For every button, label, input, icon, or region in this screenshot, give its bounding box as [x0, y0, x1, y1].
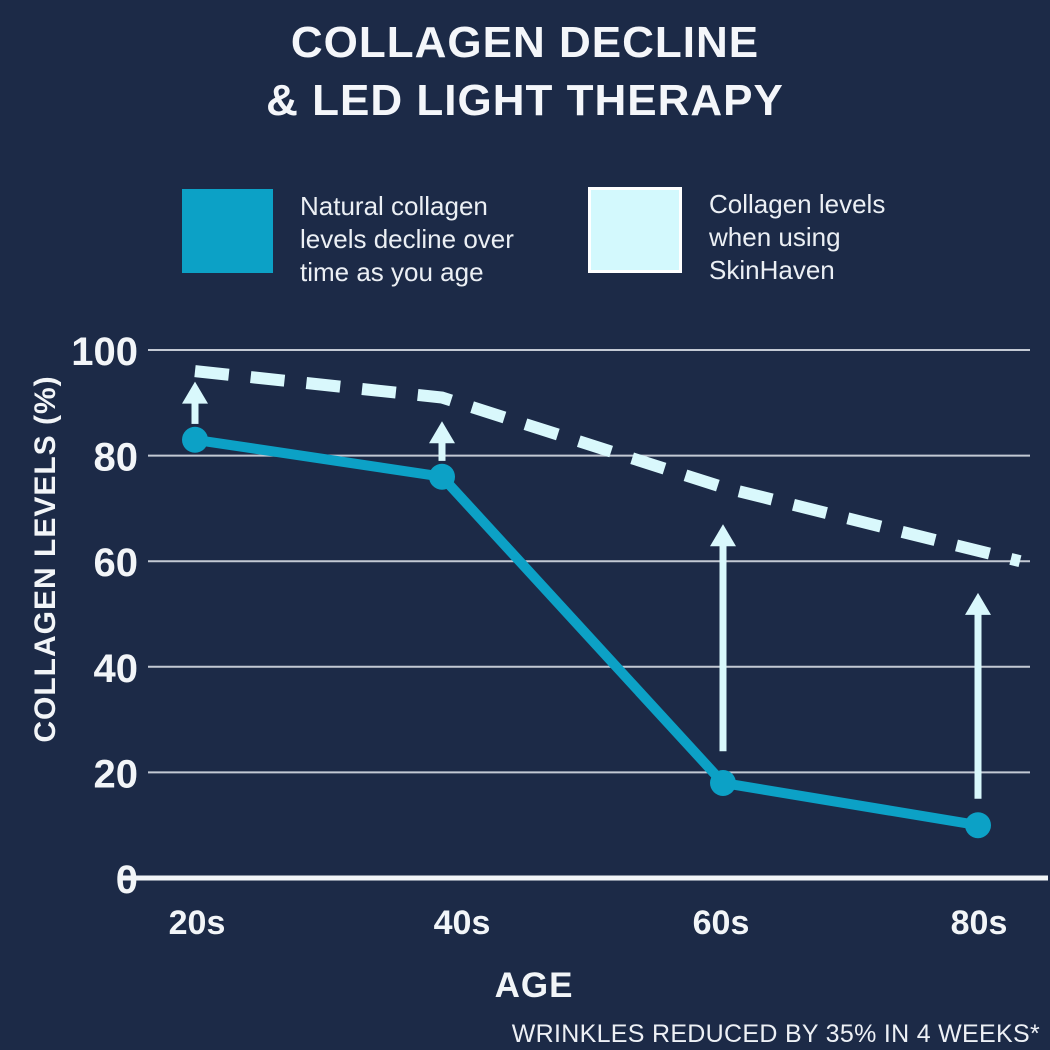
natural-collagen-swatch [182, 189, 273, 273]
legend-line: SkinHaven [709, 255, 835, 285]
improvement-arrow-head [429, 421, 455, 444]
data-point-marker [710, 769, 736, 796]
x-tick-label: 80s [951, 904, 1008, 942]
x-axis-title: AGE [494, 966, 574, 1005]
legend-line: when using [709, 222, 841, 252]
legend-line: Collagen levels [709, 189, 886, 219]
legend-label-natural-collagen: Natural collagen levels decline over tim… [300, 189, 514, 289]
improvement-arrow-head [710, 524, 736, 547]
data-point-marker [965, 812, 991, 839]
data-point-marker [182, 426, 208, 453]
y-tick-label: 0 [116, 858, 138, 902]
y-tick-label: 20 [94, 752, 139, 796]
y-tick-label: 80 [94, 436, 139, 480]
skinhaven-swatch [588, 187, 682, 273]
x-tick-label: 40s [434, 904, 491, 942]
x-tick-label: 20s [169, 904, 226, 942]
legend-label-skinhaven: Collagen levels when using SkinHaven [709, 187, 885, 287]
chart-title-line2: & LED LIGHT THERAPY [266, 76, 784, 125]
chart-title: COLLAGEN DECLINE & LED LIGHT THERAPY [0, 14, 1050, 130]
legend-line: time as you age [300, 257, 484, 287]
y-tick-label: 40 [94, 647, 139, 691]
y-axis-title: COLLAGEN LEVELS (%) [29, 375, 62, 743]
improvement-arrow-head [182, 381, 208, 404]
y-tick-label: 100 [71, 330, 138, 374]
x-tick-label: 60s [693, 904, 750, 942]
chart-title-line1: COLLAGEN DECLINE [290, 18, 760, 67]
natural-collagen-line [190, 434, 983, 831]
legend-item-skinhaven: Collagen levels when using SkinHaven [588, 187, 885, 287]
legend-line: Natural collagen [300, 191, 488, 221]
skinhaven-line [194, 365, 1022, 568]
y-tick-label: 60 [94, 541, 139, 585]
legend-item-natural-collagen: Natural collagen levels decline over tim… [182, 189, 514, 289]
legend-line: levels decline over [300, 224, 514, 254]
improvement-arrow-head [965, 592, 991, 615]
footnote: WRINKLES REDUCED BY 35% IN 4 WEEKS* [511, 1020, 1040, 1048]
data-point-marker [429, 463, 455, 490]
